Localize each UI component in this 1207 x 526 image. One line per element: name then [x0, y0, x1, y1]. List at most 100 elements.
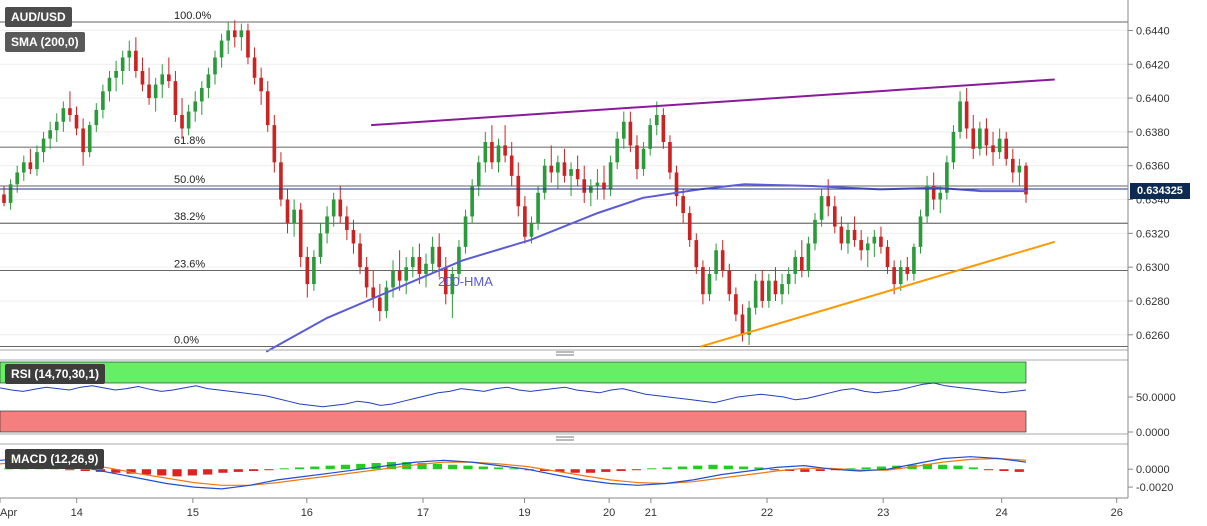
candle-body [800, 257, 804, 271]
candle-body [931, 185, 936, 200]
candle-body [134, 50, 138, 72]
candle-body [654, 114, 659, 126]
candle-body [575, 169, 580, 180]
symbol-tag[interactable]: AUD/USD [5, 7, 72, 27]
candle-body [397, 270, 402, 281]
candle-body [107, 77, 112, 92]
macd-histogram-bar [647, 468, 657, 470]
macd-histogram-bar [539, 469, 550, 471]
hma-200-line [265, 183, 1027, 353]
candle-body [773, 280, 778, 295]
resize-handle-1[interactable] [556, 351, 574, 356]
candle-body [602, 182, 606, 190]
macd-histogram-bar [111, 469, 121, 473]
candle-body [898, 267, 903, 285]
candle-body [714, 250, 718, 274]
candle-body [443, 267, 448, 295]
last-price-badge: 0.634325 [1130, 183, 1190, 199]
candle-body [760, 280, 765, 301]
candle-body [608, 162, 613, 190]
candle-body [648, 125, 652, 149]
macd-histogram [4, 462, 1024, 477]
candle-body [272, 125, 277, 163]
candle-body [417, 257, 422, 274]
candle-body [806, 243, 811, 271]
macd-histogram-bar [1014, 469, 1024, 472]
candle-body [186, 111, 191, 129]
candle-body [410, 257, 415, 268]
macd-histogram-bar [478, 466, 488, 470]
macd-histogram-bar [371, 462, 381, 470]
candle-body [971, 128, 976, 149]
rsi-panel [0, 361, 1027, 433]
candle-body [378, 297, 382, 312]
candle-body [318, 233, 323, 258]
fibonacci-levels: 100.0% 61.8% 50.0% 38.2% 23.6% 0.0% [0, 10, 1128, 348]
candle-body [819, 196, 824, 220]
macd-histogram-bar [279, 468, 289, 470]
candle-body [529, 223, 534, 237]
candle-body [430, 246, 435, 264]
y-tick-label: 0.6380 [1136, 127, 1170, 139]
candle-body [780, 284, 784, 295]
candle-body [879, 236, 883, 247]
macd-histogram-bar [233, 469, 243, 472]
candle-body [846, 229, 850, 244]
x-tick-label: 17 [417, 507, 429, 519]
rsi-band [0, 361, 1027, 384]
macd-histogram-bar [953, 465, 963, 470]
macd-histogram-bar [463, 465, 473, 470]
macd-histogram-bar [677, 466, 687, 470]
candle-body [503, 145, 507, 156]
macd-indicator-tag[interactable]: MACD (12,26,9) [5, 449, 105, 469]
candle-body [562, 162, 567, 176]
candle-body [470, 185, 474, 217]
macd-signal-line [0, 457, 1027, 486]
rsi-series-line [0, 382, 1027, 408]
x-tick-label: 21 [645, 507, 657, 519]
macd-histogram-bar [815, 469, 825, 471]
candle-body [15, 172, 20, 185]
candle-body [516, 175, 521, 207]
candle-body [865, 243, 870, 251]
fib-level-label: 38.2% [174, 211, 205, 223]
y-axis-ticks: 0.62600.62800.63000.63200.63400.63600.63… [1128, 25, 1176, 494]
candle-body [259, 77, 263, 92]
x-tick-label: Apr [0, 507, 17, 519]
candle-body [661, 114, 666, 143]
resistance-trendline [371, 78, 1055, 127]
candle-body [852, 229, 857, 241]
macd-histogram-bar [693, 465, 703, 470]
rsi-indicator-tag[interactable]: RSI (14,70,30,1) [5, 364, 106, 384]
candle-body [213, 57, 217, 75]
sma-indicator-tag[interactable]: SMA (200,0) [5, 32, 85, 52]
candle-body [621, 121, 626, 139]
candle-body [536, 192, 540, 224]
candle-body [615, 138, 620, 163]
candle-body [523, 206, 527, 237]
candle-body [8, 184, 13, 203]
candle-body [978, 128, 982, 149]
macd-histogram-bar [846, 468, 856, 470]
candle-body [21, 162, 26, 173]
support-trendline [700, 240, 1055, 348]
macd-histogram-bar [264, 469, 274, 471]
candle-body [832, 206, 837, 227]
y-tick-label: 0.6300 [1136, 262, 1170, 274]
hma-annotation: 200-HMA [438, 274, 493, 289]
candle-body [285, 199, 290, 224]
candle-body [786, 273, 791, 285]
candle-body [173, 81, 178, 115]
candle-body [872, 236, 877, 244]
candle-body [984, 128, 989, 146]
macd-histogram-bar [876, 466, 887, 470]
candle-body [41, 138, 46, 153]
candle-body [813, 219, 817, 244]
macd-histogram-bar [984, 469, 994, 471]
rsi-line [0, 382, 1027, 408]
candle-body [153, 84, 158, 99]
resize-handle-2[interactable] [556, 436, 574, 441]
macd-histogram-bar [938, 464, 948, 470]
macd-histogram-bar [340, 464, 351, 470]
